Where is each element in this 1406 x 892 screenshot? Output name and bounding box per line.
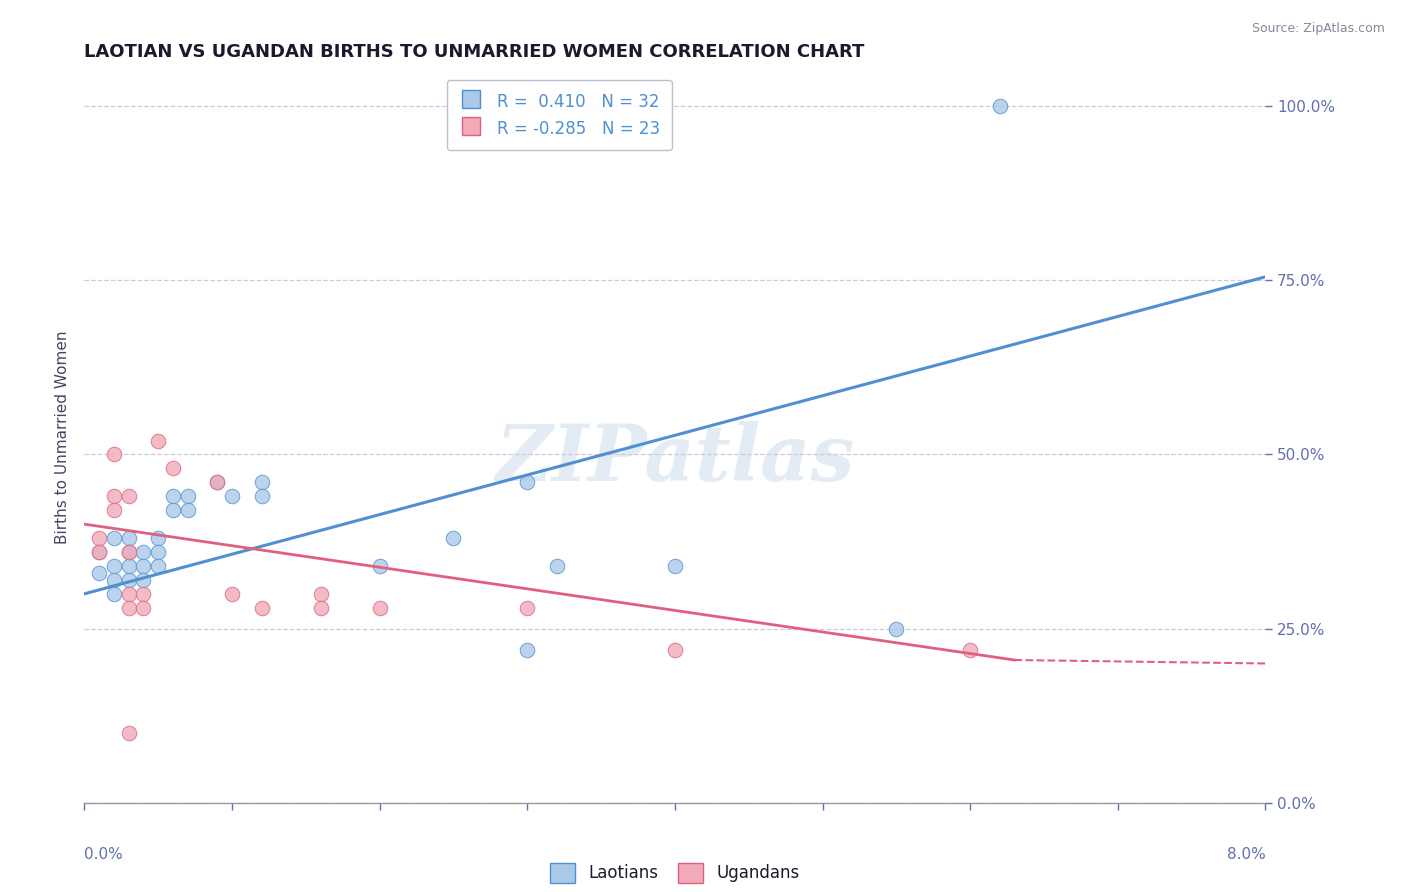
Point xyxy=(148,531,170,545)
Point xyxy=(118,573,141,587)
Point xyxy=(368,558,391,573)
Point xyxy=(89,545,111,559)
Point xyxy=(118,600,141,615)
Point xyxy=(103,489,125,503)
Point xyxy=(664,558,686,573)
Point xyxy=(118,531,141,545)
Point xyxy=(89,545,111,559)
Point xyxy=(250,489,273,503)
Point xyxy=(516,642,538,657)
Point xyxy=(118,726,141,740)
Point xyxy=(309,600,332,615)
Point xyxy=(516,600,538,615)
Point xyxy=(988,99,1011,113)
Point xyxy=(89,531,111,545)
Point xyxy=(103,503,125,517)
Point xyxy=(118,558,141,573)
Point xyxy=(546,558,568,573)
Point xyxy=(221,587,243,601)
Point xyxy=(103,573,125,587)
Point xyxy=(132,573,155,587)
Point xyxy=(250,475,273,490)
Point xyxy=(177,489,200,503)
Point xyxy=(118,545,141,559)
Point xyxy=(89,566,111,580)
Point xyxy=(177,503,200,517)
Point xyxy=(221,489,243,503)
Point xyxy=(103,531,125,545)
Point xyxy=(148,558,170,573)
Point xyxy=(162,503,184,517)
Point xyxy=(103,448,125,462)
Point xyxy=(664,642,686,657)
Text: Source: ZipAtlas.com: Source: ZipAtlas.com xyxy=(1251,22,1385,36)
Point xyxy=(148,545,170,559)
Point xyxy=(205,475,228,490)
Point xyxy=(132,558,155,573)
Y-axis label: Births to Unmarried Women: Births to Unmarried Women xyxy=(55,330,70,544)
Point xyxy=(162,489,184,503)
Point xyxy=(132,600,155,615)
Point xyxy=(148,434,170,448)
Point xyxy=(118,587,141,601)
Text: LAOTIAN VS UGANDAN BIRTHS TO UNMARRIED WOMEN CORRELATION CHART: LAOTIAN VS UGANDAN BIRTHS TO UNMARRIED W… xyxy=(84,44,865,62)
Text: ZIPatlas: ZIPatlas xyxy=(495,421,855,497)
Point xyxy=(132,545,155,559)
Text: 0.0%: 0.0% xyxy=(84,847,124,862)
Point xyxy=(516,475,538,490)
Point xyxy=(132,587,155,601)
Point xyxy=(118,489,141,503)
Text: 8.0%: 8.0% xyxy=(1226,847,1265,862)
Point xyxy=(103,587,125,601)
Point xyxy=(309,587,332,601)
Point xyxy=(886,622,908,636)
Legend: Laotians, Ugandans: Laotians, Ugandans xyxy=(543,856,807,889)
Point xyxy=(368,600,391,615)
Point xyxy=(205,475,228,490)
Point xyxy=(118,545,141,559)
Point xyxy=(103,558,125,573)
Point xyxy=(959,642,981,657)
Point xyxy=(162,461,184,475)
Point xyxy=(250,600,273,615)
Point xyxy=(443,531,465,545)
